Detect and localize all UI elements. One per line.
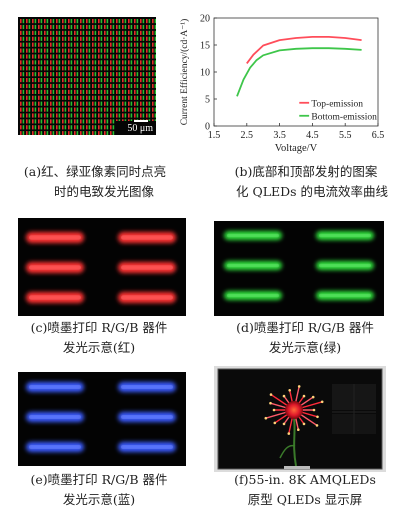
caption-a-label: (a) [23, 164, 42, 179]
series-line-bottom-emission [236, 47, 362, 97]
panel-e-blue-emission [18, 372, 186, 466]
y-tick-label: 0 [205, 122, 210, 133]
caption-f-line1: 55-in. 8K AMQLEDs [248, 472, 376, 487]
caption-f-line2: 原型 QLEDs 显示屏 [247, 492, 363, 507]
x-tick-label: 1.5 [208, 130, 221, 141]
caption-b-line1: 底部和顶部发射的图案 [252, 164, 378, 179]
y-axis-label: Current Efficiency/(cd·A⁻¹) [179, 19, 190, 126]
y-tick-label: 10 [200, 68, 210, 79]
caption-e: (e)喷墨打印 R/G/B 器件 发光示意(蓝) [10, 470, 188, 510]
emission-bar [118, 442, 176, 452]
caption-c-line2: 发光示意(红) [62, 340, 136, 355]
emission-bar [118, 232, 176, 243]
caption-b: (b)底部和顶部发射的图案 化 QLEDs 的电流效率曲线 [210, 162, 402, 202]
emission-bar [118, 412, 176, 422]
red-emission-image [26, 232, 176, 303]
caption-d: (d)喷墨打印 R/G/B 器件 发光示意(绿) [210, 318, 400, 358]
emission-bar [224, 291, 282, 300]
emission-bar [224, 261, 282, 270]
emission-bar [316, 291, 374, 300]
legend-label: Top-emission [311, 99, 363, 109]
panel-a-image: 50 μm [18, 17, 156, 135]
x-tick-label: 4.5 [306, 130, 319, 141]
legend-label: Bottom-emission [311, 112, 377, 122]
caption-f: (f)55-in. 8K AMQLEDs 原型 QLEDs 显示屏 [210, 470, 400, 510]
rg-subpixel-emission-image [18, 17, 156, 135]
qled-display-prototype-image [217, 368, 383, 470]
y-tick-label: 5 [205, 95, 210, 106]
emission-bar [316, 231, 374, 240]
emission-bar [316, 261, 374, 270]
caption-e-line1: 喷墨打印 R/G/B 器件 [47, 472, 168, 487]
x-tick-label: 5.5 [339, 130, 352, 141]
y-tick-label: 15 [200, 41, 210, 52]
emission-bar [118, 382, 176, 392]
caption-c-label: (c) [30, 320, 48, 335]
caption-a: (a)红、绿亚像素同时点亮 时的电致发光图像 [6, 162, 184, 202]
panel-c-red-emission [18, 218, 186, 316]
efficiency-chart: 1.5 2.5 3.5 4.5 5.5 6.5 0 5 10 15 20 Voltage/V Curre… [179, 14, 385, 155]
blue-emission-image [26, 382, 176, 452]
emission-bar [26, 382, 84, 392]
panel-f-display-photo [214, 366, 386, 472]
x-tick-label: 6.5 [372, 130, 385, 141]
y-tick-label: 20 [200, 14, 210, 25]
caption-c-line1: 喷墨打印 R/G/B 器件 [47, 320, 168, 335]
emission-bar [118, 262, 176, 273]
green-emission-image [224, 231, 374, 300]
emission-bar [26, 442, 84, 452]
scale-bar-label: 50 μm [127, 123, 153, 134]
caption-f-label: (f) [234, 472, 249, 487]
caption-c: (c)喷墨打印 R/G/B 器件 发光示意(红) [10, 318, 188, 358]
emission-bar [26, 232, 84, 243]
emission-bar [26, 292, 84, 303]
scale-bar [134, 120, 148, 122]
caption-e-line2: 发光示意(蓝) [62, 492, 136, 507]
emission-bar [224, 231, 282, 240]
emission-bar [118, 292, 176, 303]
caption-e-label: (e) [30, 472, 48, 487]
x-tick-label: 3.5 [273, 130, 286, 141]
series-line-top-emission [246, 36, 362, 64]
caption-a-line2: 时的电致发光图像 [53, 184, 154, 199]
caption-b-label: (b) [234, 164, 253, 179]
caption-d-label: (d) [236, 320, 254, 335]
emission-bar [26, 262, 84, 273]
panel-d-green-emission [214, 221, 384, 316]
emission-bar [26, 412, 84, 422]
caption-d-line1: 喷墨打印 R/G/B 器件 [253, 320, 374, 335]
caption-d-line2: 发光示意(绿) [268, 340, 342, 355]
x-axis-label: Voltage/V [275, 143, 318, 154]
plot-frame [213, 17, 379, 127]
caption-b-line2: 化 QLEDs 的电流效率曲线 [235, 184, 389, 199]
x-tick-label: 2.5 [241, 130, 254, 141]
caption-a-line1: 红、绿亚像素同时点亮 [41, 164, 167, 179]
